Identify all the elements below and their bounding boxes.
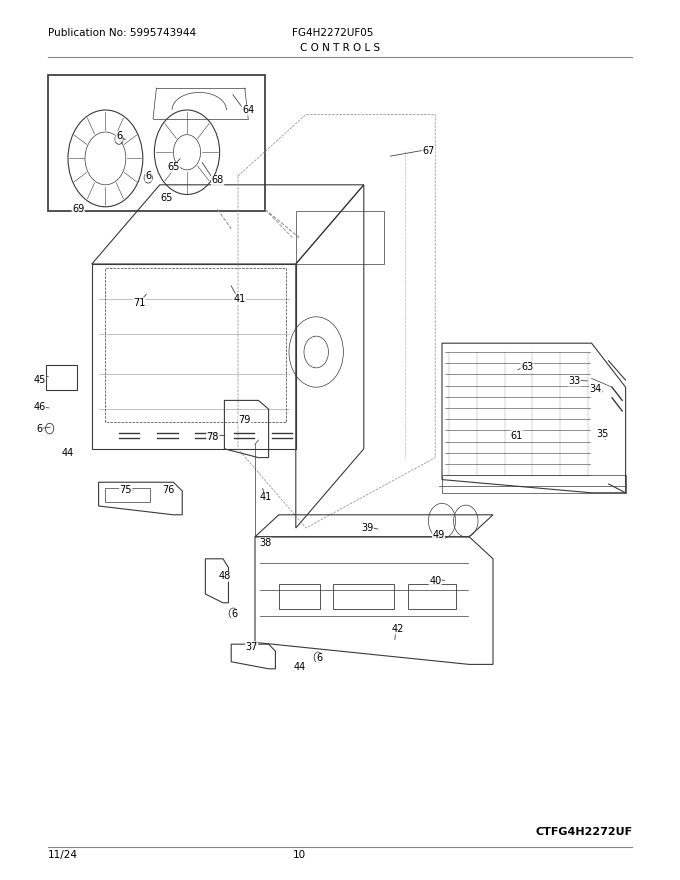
- Text: 63: 63: [521, 362, 533, 372]
- Text: 42: 42: [392, 624, 404, 634]
- Text: 68: 68: [211, 175, 224, 186]
- Text: 38: 38: [259, 538, 271, 548]
- Text: 75: 75: [120, 485, 132, 495]
- Text: 34: 34: [590, 384, 602, 394]
- Text: 79: 79: [239, 414, 251, 425]
- Text: 49: 49: [432, 530, 445, 540]
- Text: 35: 35: [596, 429, 609, 439]
- Text: 76: 76: [163, 485, 175, 495]
- Text: 6: 6: [231, 609, 238, 620]
- Text: 67: 67: [422, 146, 435, 157]
- Bar: [105, 488, 150, 502]
- Text: 6: 6: [316, 653, 323, 664]
- Text: 39: 39: [361, 523, 373, 533]
- Text: 40: 40: [429, 576, 441, 586]
- Bar: [48, 75, 265, 211]
- Text: 65: 65: [167, 162, 180, 172]
- Text: 61: 61: [511, 430, 523, 441]
- Text: 33: 33: [568, 376, 581, 386]
- Text: 6: 6: [36, 423, 43, 434]
- Text: 11/24: 11/24: [48, 850, 78, 861]
- Text: 78: 78: [207, 432, 219, 443]
- Bar: [408, 584, 456, 609]
- Text: 6: 6: [116, 131, 122, 142]
- Text: 45: 45: [33, 375, 46, 385]
- Text: 64: 64: [242, 105, 254, 115]
- Text: 44: 44: [293, 662, 305, 672]
- Text: C O N T R O L S: C O N T R O L S: [300, 43, 380, 54]
- Text: 44: 44: [62, 448, 74, 458]
- Text: 41: 41: [233, 294, 245, 304]
- Text: Publication No: 5995743944: Publication No: 5995743944: [48, 27, 196, 38]
- Text: 48: 48: [218, 571, 231, 582]
- Bar: [333, 584, 394, 609]
- Text: 71: 71: [133, 297, 146, 308]
- Text: 10: 10: [292, 850, 305, 861]
- Text: FG4H2272UF05: FG4H2272UF05: [292, 27, 374, 38]
- Text: 65: 65: [160, 193, 173, 203]
- Text: 69: 69: [72, 204, 84, 215]
- Text: 41: 41: [259, 492, 271, 502]
- Text: 46: 46: [33, 401, 46, 412]
- Bar: [46, 365, 77, 390]
- Text: CTFG4H2272UF: CTFG4H2272UF: [535, 826, 632, 837]
- Text: 37: 37: [245, 642, 258, 652]
- Bar: [279, 584, 320, 609]
- Text: 6: 6: [145, 171, 152, 181]
